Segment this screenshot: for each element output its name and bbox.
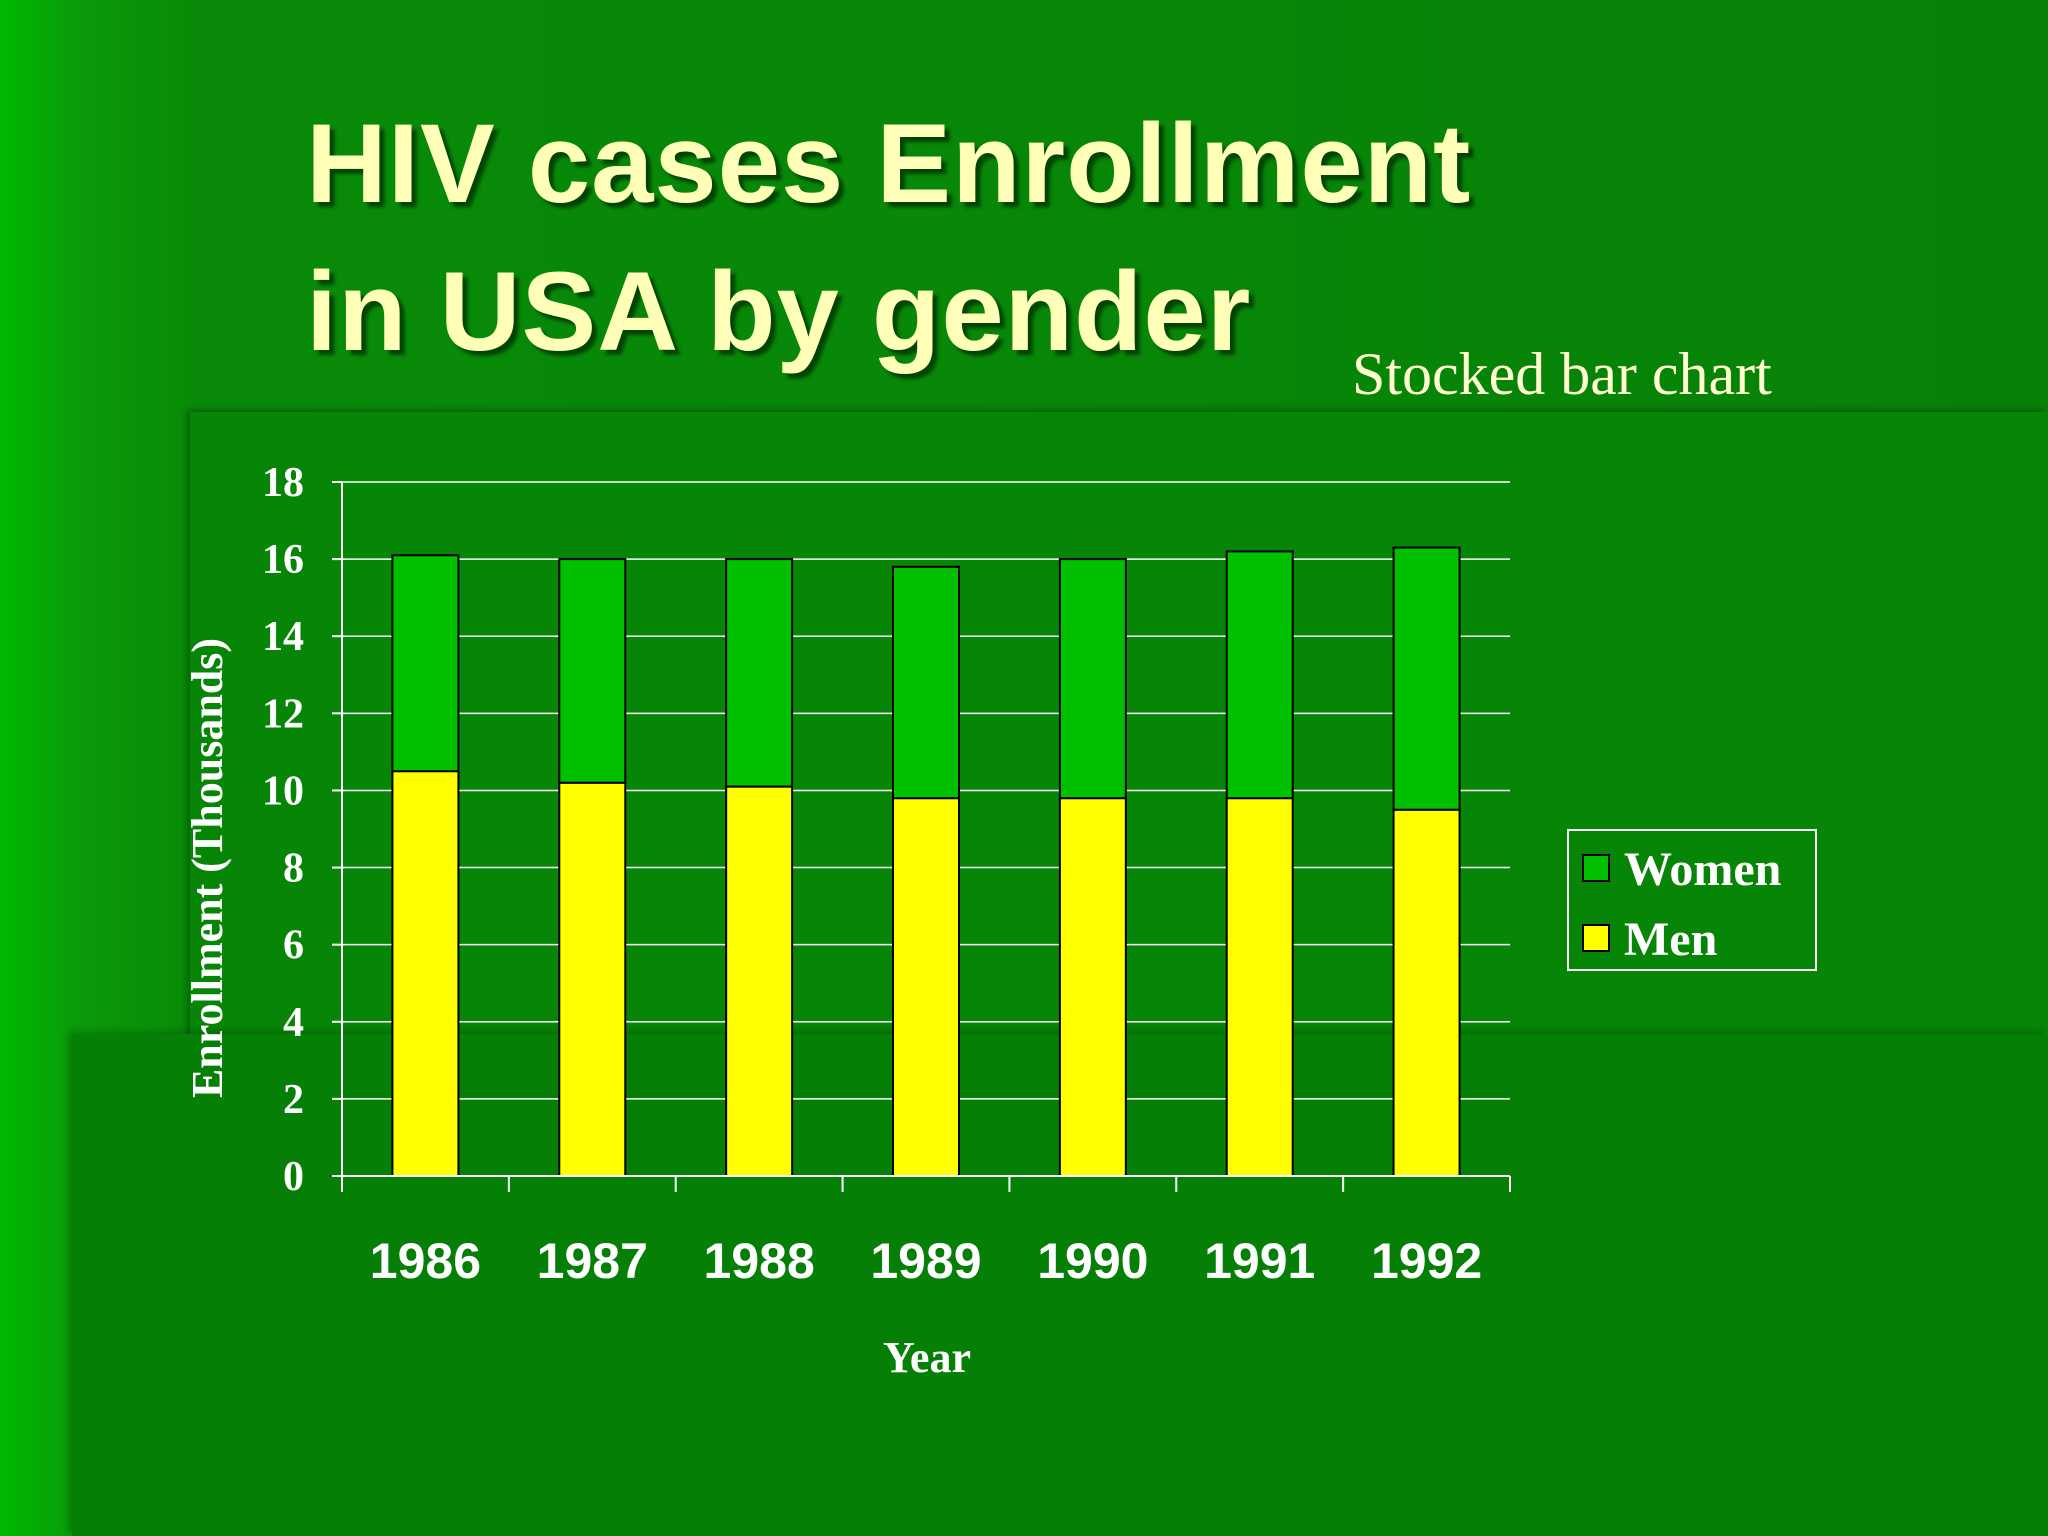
bars bbox=[391, 546, 1461, 1178]
y-tick-label: 10 bbox=[262, 768, 304, 814]
x-tick-label: 1987 bbox=[537, 1233, 648, 1289]
legend-swatch-women bbox=[1582, 854, 1610, 882]
bar-men-1989 bbox=[892, 797, 960, 1178]
bar-women-1988 bbox=[725, 558, 794, 788]
x-axis-title: Year bbox=[883, 1333, 971, 1382]
slide-subtitle: Stocked bar chart bbox=[1352, 341, 1772, 407]
y-tick-labels: 0 2 4 6 8 10 12 14 16 18 bbox=[262, 460, 304, 1200]
bar-men-1991 bbox=[1225, 797, 1294, 1178]
legend-swatch-men bbox=[1582, 924, 1610, 952]
bar-women-1987 bbox=[558, 558, 627, 784]
bar-men-1992 bbox=[1392, 808, 1461, 1177]
title-line-2: in USA by gender bbox=[306, 249, 1252, 374]
x-tick-label: 1988 bbox=[704, 1233, 815, 1289]
y-tick-label: 18 bbox=[262, 460, 304, 506]
legend-box bbox=[1567, 829, 1817, 971]
legend-label-men: Men bbox=[1624, 913, 1717, 966]
title-line-1: HIV cases Enrollment bbox=[306, 101, 1472, 226]
legend: Women Men bbox=[1567, 829, 1817, 971]
x-tick-label: 1992 bbox=[1371, 1233, 1482, 1289]
bar-women-1991 bbox=[1225, 550, 1294, 800]
x-tick-labels: 1986 1987 1988 1989 1990 1991 1992 bbox=[370, 1233, 1482, 1289]
y-tick-label: 12 bbox=[262, 691, 304, 737]
bar-women-1992 bbox=[1392, 546, 1461, 811]
y-tick-label: 4 bbox=[283, 1000, 304, 1046]
bar-men-1987 bbox=[558, 781, 627, 1177]
axes bbox=[341, 482, 1511, 1192]
x-tick-label: 1990 bbox=[1037, 1233, 1148, 1289]
slide-title: HIV cases Enrollment in USA by gender bbox=[306, 90, 1471, 386]
x-tick-label: 1986 bbox=[370, 1233, 481, 1289]
bar-women-1989 bbox=[892, 565, 960, 800]
y-tick-label: 0 bbox=[283, 1154, 304, 1200]
bar-men-1990 bbox=[1058, 797, 1127, 1178]
bar-women-1990 bbox=[1058, 558, 1127, 800]
y-tick-label: 14 bbox=[262, 614, 304, 660]
y-tick-label: 2 bbox=[283, 1077, 304, 1123]
bar-men-1986 bbox=[391, 770, 460, 1178]
bar-women-1986 bbox=[391, 554, 460, 773]
legend-label-women: Women bbox=[1624, 843, 1781, 896]
x-tick-label: 1989 bbox=[870, 1233, 981, 1289]
y-tick-label: 6 bbox=[283, 923, 304, 969]
y-axis-title: Enrollment (Thousands) bbox=[183, 638, 232, 1098]
y-tick-label: 8 bbox=[283, 846, 304, 892]
y-tick-label: 16 bbox=[262, 537, 304, 583]
bar-men-1988 bbox=[725, 785, 794, 1177]
x-tick-label: 1991 bbox=[1204, 1233, 1315, 1289]
